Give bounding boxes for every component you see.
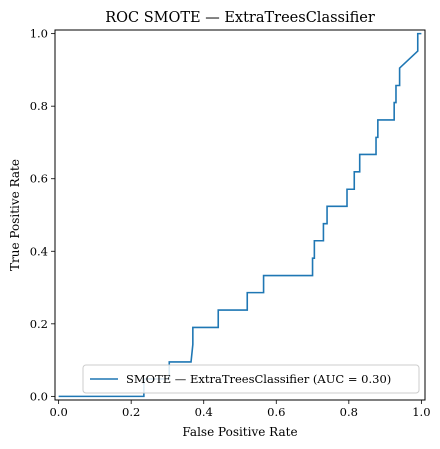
legend-label: SMOTE — ExtraTreesClassifier (AUC = 0.30… (126, 372, 391, 386)
y-axis: 0.0 0.2 0.4 0.6 0.8 1.0 (30, 27, 55, 403)
y-tick-label: 0.0 (30, 389, 48, 403)
plot-frame (54, 29, 426, 401)
x-tick-label: 1.0 (412, 405, 430, 419)
y-tick-label: 0.4 (30, 244, 48, 258)
y-tick-label: 0.8 (30, 99, 48, 113)
y-tick-label: 1.0 (30, 27, 48, 41)
x-tick-label: 0.6 (267, 405, 285, 419)
roc-curve-line (58, 32, 422, 398)
x-tick-label: 0.2 (122, 405, 140, 419)
x-tick-label: 0.4 (195, 405, 213, 419)
y-tick-label: 0.6 (30, 172, 48, 186)
chart-title: ROC SMOTE — ExtraTreesClassifier (105, 10, 375, 26)
x-tick-label: 0.8 (340, 405, 358, 419)
series-layer (58, 32, 422, 398)
x-axis-label: False Positive Rate (182, 425, 297, 439)
legend-box (82, 364, 420, 394)
y-tick-label: 0.2 (30, 317, 48, 331)
x-axis: 0.0 0.2 0.4 0.6 0.8 1.0 (49, 400, 431, 419)
plot-area: 0.0 0.2 0.4 0.6 0.8 1.0 0.0 0.2 0.4 0.6 0.8 1.0 (30, 27, 431, 419)
y-axis-label: True Positive Rate (8, 159, 22, 271)
legend: SMOTE — ExtraTreesClassifier (AUC = 0.30… (82, 364, 420, 394)
x-tick-label: 0.0 (49, 405, 67, 419)
